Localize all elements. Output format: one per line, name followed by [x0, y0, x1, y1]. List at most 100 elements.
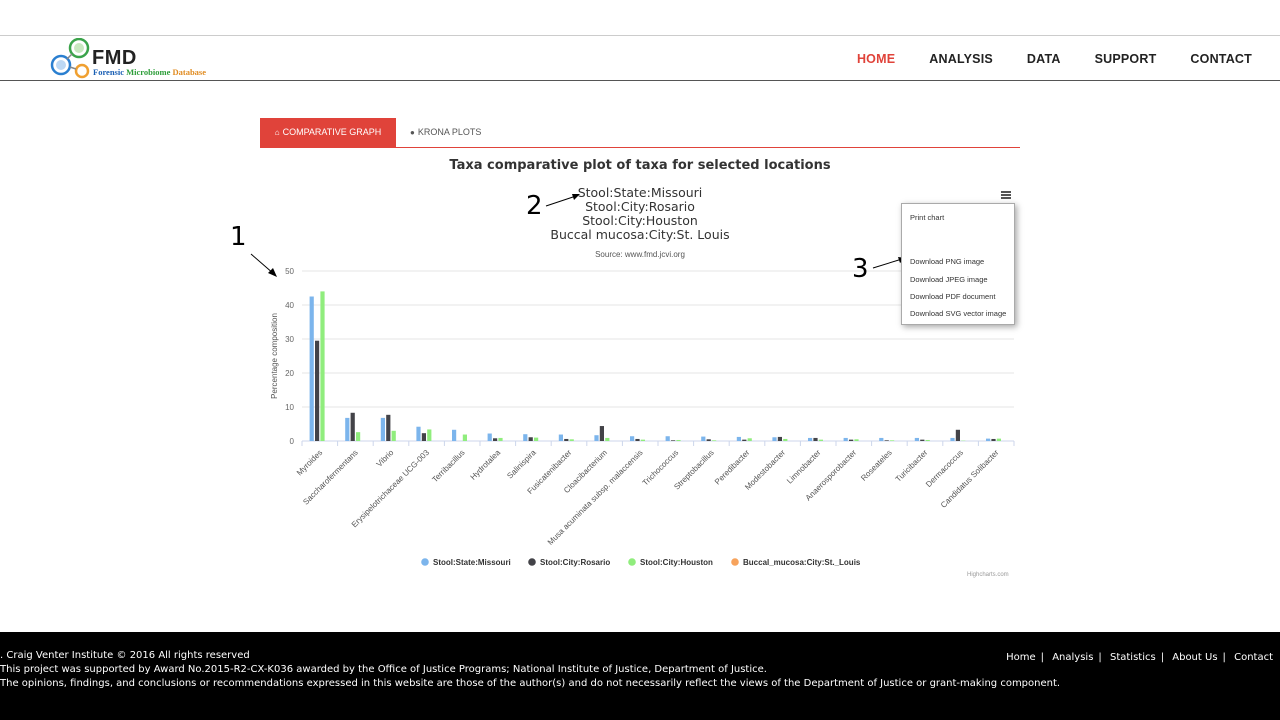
chart-context-menu-button[interactable]: [998, 188, 1014, 202]
bar[interactable]: [925, 439, 930, 441]
bar[interactable]: [808, 437, 813, 441]
bar[interactable]: [350, 412, 355, 441]
bar[interactable]: [665, 436, 670, 441]
legend-marker[interactable]: [628, 558, 636, 566]
bar[interactable]: [315, 340, 320, 441]
bar[interactable]: [996, 438, 1001, 441]
chart-export-menu: Print chart Download PNG image Download …: [901, 203, 1015, 325]
bar[interactable]: [777, 436, 782, 441]
bar[interactable]: [640, 439, 645, 441]
legend-marker[interactable]: [528, 558, 536, 566]
legend-item[interactable]: Stool:City:Rosario: [540, 558, 610, 567]
bar[interactable]: [950, 437, 955, 441]
bar[interactable]: [630, 436, 635, 441]
bar[interactable]: [380, 417, 385, 441]
bar[interactable]: [843, 437, 848, 441]
nav-analysis[interactable]: ANALYSIS: [929, 52, 993, 66]
bar[interactable]: [320, 291, 325, 441]
bar[interactable]: [701, 436, 706, 441]
bar[interactable]: [356, 432, 361, 441]
nav-home[interactable]: HOME: [856, 52, 896, 66]
bar[interactable]: [534, 437, 539, 441]
nav-support[interactable]: SUPPORT: [1094, 52, 1157, 66]
legend-item[interactable]: Buccal_mucosa:City:St._Louis: [743, 558, 861, 567]
bar[interactable]: [991, 438, 996, 441]
bar[interactable]: [884, 440, 889, 441]
annotation-arrow-3: [872, 258, 903, 269]
bar[interactable]: [879, 437, 884, 441]
bar[interactable]: [747, 438, 752, 441]
bar[interactable]: [813, 437, 818, 441]
legend-marker[interactable]: [421, 558, 429, 566]
bar[interactable]: [528, 437, 533, 441]
bar[interactable]: [391, 430, 396, 441]
bar[interactable]: [920, 439, 925, 441]
legend-marker[interactable]: [731, 558, 739, 566]
bar[interactable]: [416, 426, 421, 441]
bar[interactable]: [558, 434, 563, 441]
menu-item-print-chart[interactable]: Print chart: [910, 213, 945, 222]
bar[interactable]: [462, 434, 467, 441]
bar[interactable]: [421, 433, 426, 441]
bar[interactable]: [712, 440, 717, 441]
legend-item[interactable]: Stool:City:Houston: [640, 558, 713, 567]
bar[interactable]: [671, 440, 676, 441]
legend-item[interactable]: Stool:State:Missouri: [433, 558, 511, 567]
bar[interactable]: [386, 414, 391, 441]
bar[interactable]: [676, 439, 681, 441]
footer-links: Home | Analysis | Statistics | About Us | Co…: [1006, 652, 1273, 663]
chart-subtitle-line-4: Buccal mucosa:City:St. Louis: [550, 227, 730, 242]
y-tick-label: 10: [285, 403, 294, 412]
bar[interactable]: [854, 439, 859, 441]
arrow-head-1: [268, 268, 277, 277]
bar[interactable]: [309, 296, 314, 442]
footer-copyright: . Craig Venter Institute © 2016 All righ…: [0, 650, 250, 661]
bar[interactable]: [635, 438, 640, 441]
bar[interactable]: [427, 429, 432, 441]
menu-item-download-svg[interactable]: Download SVG vector image: [910, 309, 1007, 318]
menu-item-download-png[interactable]: Download PNG image: [910, 257, 985, 266]
site-footer: . Craig Venter Institute © 2016 All righ…: [0, 632, 1280, 720]
nav-data[interactable]: DATA: [1026, 52, 1061, 66]
bar[interactable]: [783, 438, 788, 441]
bar[interactable]: [849, 439, 854, 441]
bar[interactable]: [487, 433, 492, 441]
y-tick-label: 20: [285, 369, 294, 378]
x-tick-label: Hydrotalea: [468, 448, 502, 482]
footer-link-home[interactable]: Home: [1006, 652, 1036, 663]
bar[interactable]: [452, 429, 457, 441]
footer-link-contact[interactable]: Contact: [1234, 652, 1273, 663]
bar[interactable]: [345, 417, 350, 441]
footer-link-statistics[interactable]: Statistics: [1109, 652, 1156, 663]
footer-link-about-us[interactable]: About Us: [1172, 652, 1218, 663]
tab-krona-plots[interactable]: ● KRONA PLOTS: [410, 118, 520, 147]
bar[interactable]: [605, 437, 610, 441]
bar[interactable]: [594, 435, 599, 441]
bar[interactable]: [736, 436, 741, 441]
footer-award: This project was supported by Award No.2…: [0, 664, 767, 675]
bar[interactable]: [818, 439, 823, 441]
bar[interactable]: [955, 429, 960, 441]
tab-comparative-graph[interactable]: ⌂ COMPARATIVE GRAPH: [260, 118, 396, 147]
bar[interactable]: [569, 439, 574, 441]
highcharts-credits[interactable]: Highcharts.com: [967, 572, 1009, 578]
x-tick-label: Peredibacter: [713, 448, 752, 487]
bar[interactable]: [986, 438, 991, 441]
menu-item-download-jpeg[interactable]: Download JPEG image: [910, 275, 988, 284]
bar[interactable]: [599, 426, 604, 441]
bar[interactable]: [523, 434, 528, 441]
footer-link-analysis[interactable]: Analysis: [1052, 652, 1094, 663]
top-divider: [0, 35, 1280, 36]
nav-contact[interactable]: CONTACT: [1190, 52, 1252, 66]
bar[interactable]: [706, 439, 711, 441]
menu-item-download-pdf[interactable]: Download PDF document: [910, 292, 996, 301]
y-tick-label: 50: [285, 267, 294, 276]
fmd-logo[interactable]: FMD Forensic Microbiome Database: [50, 38, 220, 80]
bar[interactable]: [772, 437, 777, 441]
bar[interactable]: [564, 438, 569, 441]
bar[interactable]: [742, 439, 747, 441]
bar[interactable]: [914, 437, 919, 441]
bar[interactable]: [890, 440, 895, 441]
bar[interactable]: [498, 437, 503, 441]
bar[interactable]: [493, 438, 498, 441]
